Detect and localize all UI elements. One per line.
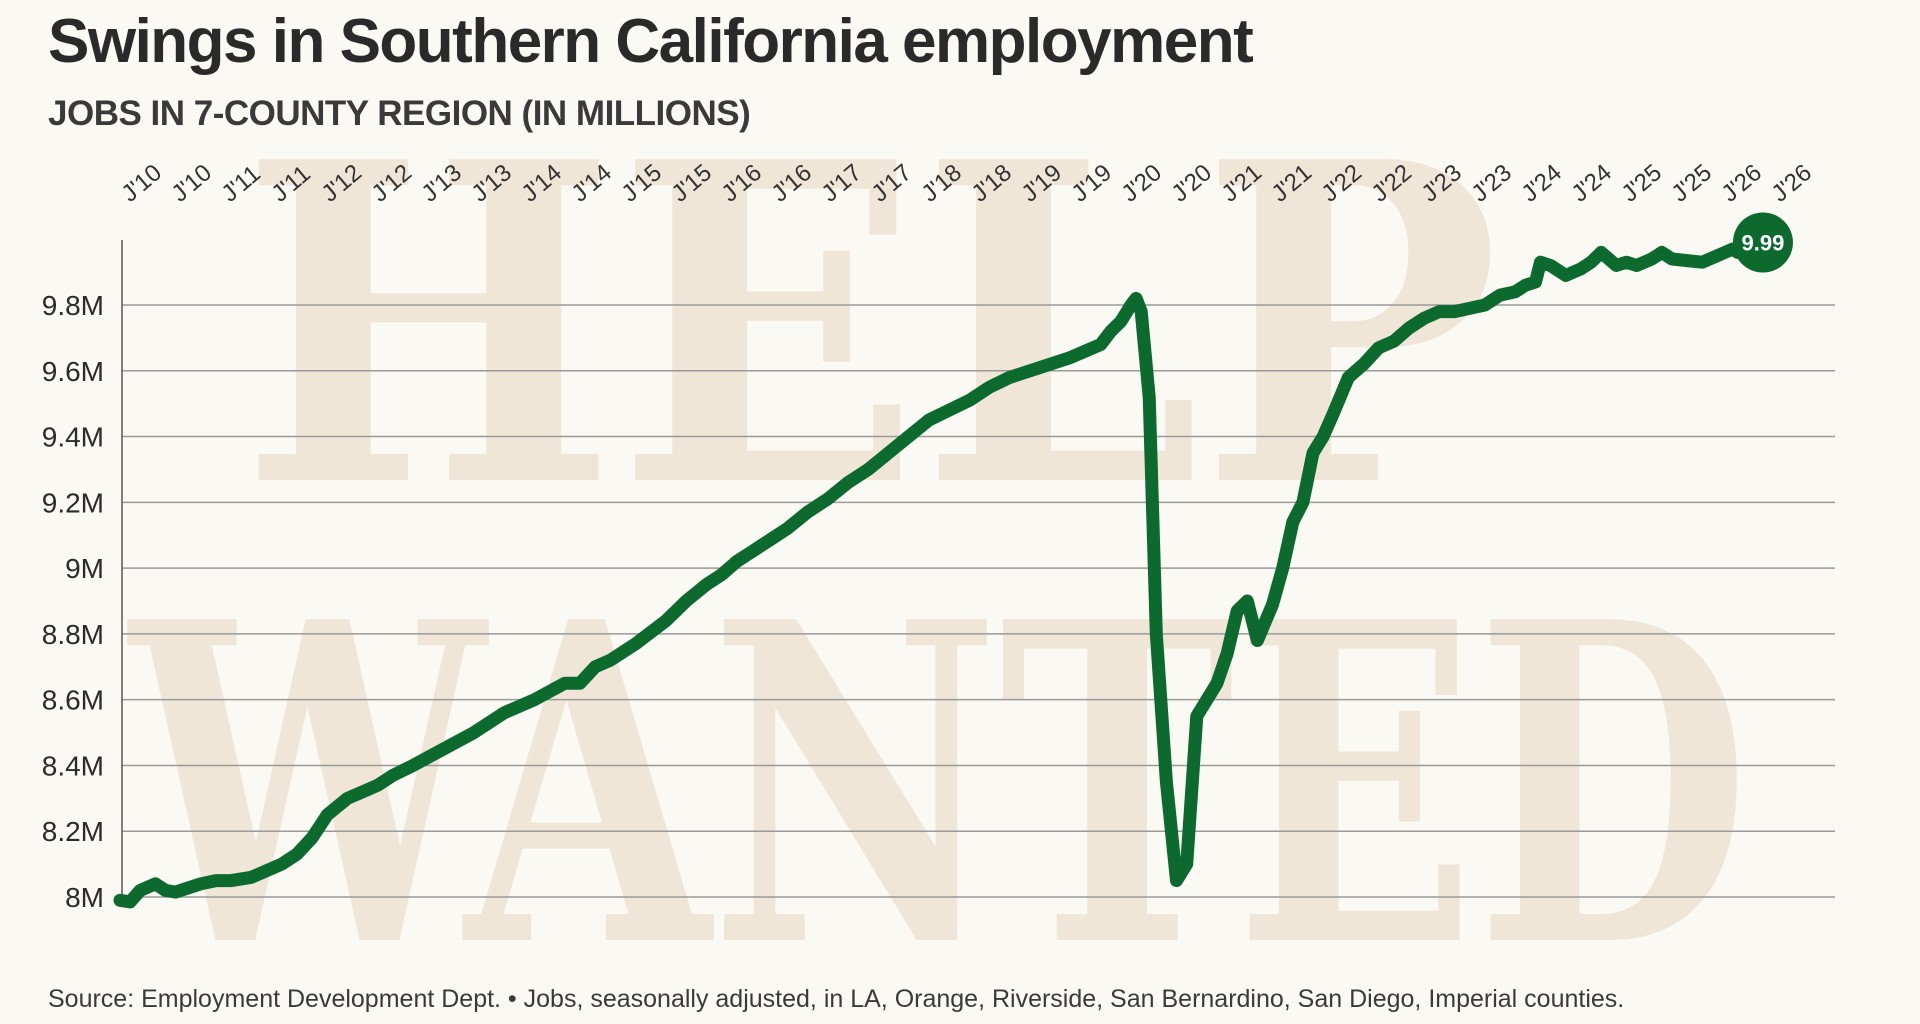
x-tick-label: J'20 <box>1117 159 1168 208</box>
x-tick-label: J'25 <box>1667 159 1718 208</box>
gridlines <box>122 304 1835 898</box>
y-tick-label: 9.4M <box>42 422 104 453</box>
y-tick-label: 8.4M <box>42 750 104 781</box>
x-tick-label: J'15 <box>667 159 718 208</box>
x-tick-label: J'24 <box>1567 159 1618 208</box>
y-tick-labels: 8M 8.2M 8.4M 8.6M 8.8M 9M 9.2M 9.4M 9.6M 9.8M <box>42 290 104 913</box>
x-tick-label: J'11 <box>267 160 316 207</box>
y-tick-label: 9M <box>65 553 104 584</box>
x-tick-label: J'17 <box>867 159 918 208</box>
x-tick-label: J'18 <box>917 159 968 208</box>
x-tick-label: J'13 <box>467 159 518 208</box>
x-tick-label: J'23 <box>1417 159 1468 208</box>
x-tick-label: J'12 <box>317 159 368 208</box>
chart-subtitle: JOBS IN 7-COUNTY REGION (IN MILLIONS) <box>48 94 751 133</box>
y-tick-label: 9.8M <box>42 290 104 321</box>
x-tick-label: J'10 <box>117 159 168 208</box>
x-tick-label: J'21 <box>1267 159 1318 208</box>
x-tick-label: J'16 <box>717 159 768 208</box>
x-tick-label: J'23 <box>1467 159 1518 208</box>
x-tick-label: J'14 <box>567 159 618 208</box>
x-tick-label: J'25 <box>1617 159 1668 208</box>
x-tick-label: J'21 <box>1217 159 1268 208</box>
source-note: Source: Employment Development Dept. • J… <box>48 985 1625 1013</box>
series-jobs <box>113 236 1770 909</box>
x-tick-label: J'10 <box>167 159 218 208</box>
x-tick-label: J'26 <box>1717 159 1768 208</box>
y-tick-label: 8M <box>65 882 104 913</box>
jobs-line <box>113 236 1770 909</box>
x-tick-label: J'16 <box>767 159 818 208</box>
x-tick-label: J'11 <box>217 160 266 207</box>
x-tick-label: J'24 <box>1517 159 1568 208</box>
x-tick-label: J'22 <box>1317 159 1368 208</box>
x-tick-label: J'17 <box>817 159 868 208</box>
y-tick-label: 8.8M <box>42 619 104 650</box>
x-tick-label: J'20 <box>1167 159 1218 208</box>
y-tick-label: 9.6M <box>42 356 104 387</box>
x-tick-label: J'12 <box>367 159 418 208</box>
x-tick-label: J'19 <box>1067 159 1118 208</box>
y-tick-label: 8.2M <box>42 816 104 847</box>
end-value-circle <box>1732 212 1793 273</box>
end-value-marker: 9.99 <box>1732 212 1793 273</box>
chart-title: Swings in Southern California employment <box>48 7 1254 76</box>
x-tick-label: J'15 <box>617 159 668 208</box>
x-tick-label: J'22 <box>1367 159 1418 208</box>
x-tick-label: J'14 <box>517 159 568 208</box>
end-value-label: 9.99 <box>1742 231 1785 256</box>
watermark-line-1: HELP <box>240 67 1500 584</box>
y-tick-label: 9.2M <box>42 487 104 518</box>
x-tick-label: J'19 <box>1017 159 1068 208</box>
x-tick-label: J'13 <box>417 159 468 208</box>
x-tick-label: J'18 <box>967 159 1018 208</box>
x-tick-labels: J'10 J'10 J'11 J'11 J'12 J'12 J'13 J'13 J'14 J'14… <box>117 159 1818 208</box>
x-tick-label: J'26 <box>1767 159 1818 208</box>
y-tick-label: 8.6M <box>42 685 104 716</box>
